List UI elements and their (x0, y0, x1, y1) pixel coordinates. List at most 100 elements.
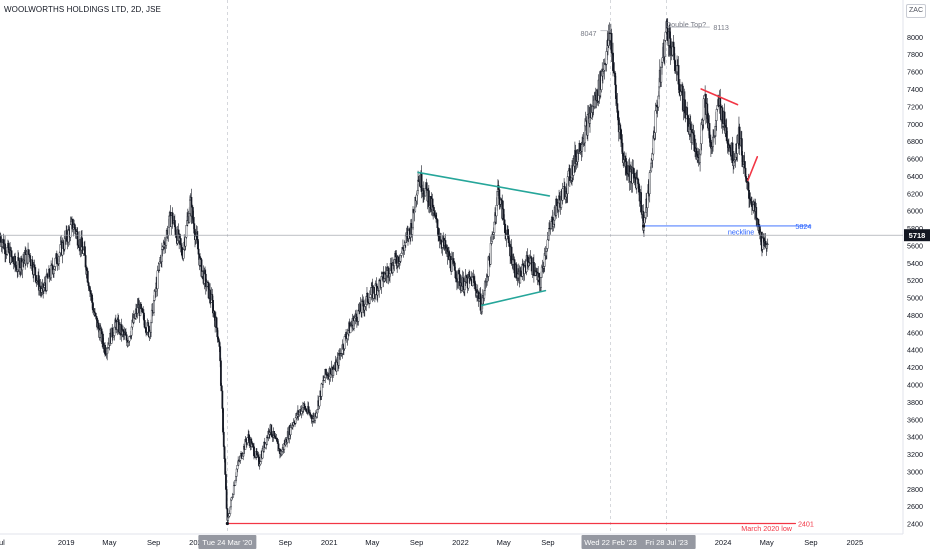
candle-body (34, 267, 37, 276)
date-marker-badge (198, 535, 257, 549)
annotation-label: Double Top? (666, 20, 706, 29)
date-marker-label: Tue 24 Mar '20 (202, 538, 252, 547)
candle-body (156, 270, 159, 289)
y-tick-label: 8000 (907, 33, 923, 42)
y-tick-label: 7600 (907, 68, 923, 77)
candle-body (270, 424, 273, 435)
y-tick-label: 3600 (907, 415, 923, 424)
currency-badge[interactable]: ZAC (906, 4, 926, 18)
candle-body (25, 254, 27, 265)
date-marker-label: Wed 22 Feb '23 (584, 538, 637, 547)
candle-body (215, 317, 218, 329)
y-tick-label: 7200 (907, 102, 923, 111)
candle-body (738, 126, 741, 145)
trendline-red-top (700, 88, 739, 106)
candle-body (530, 257, 533, 272)
y-tick-label: 5800 (907, 224, 923, 233)
candle-body (540, 277, 542, 288)
candle-body (95, 316, 98, 319)
y-tick-label: 7000 (907, 120, 923, 129)
candle-body (648, 172, 651, 194)
candle-body (755, 207, 758, 219)
candle-body (663, 40, 666, 58)
annotation-label: neckline (728, 228, 754, 237)
chart-grid (0, 0, 904, 535)
candle-body (413, 210, 416, 213)
x-tick-label: 2020 (189, 538, 206, 547)
annotation-label: March 2020 low (741, 524, 793, 533)
candle-body (53, 269, 55, 274)
y-tick-label: 4600 (907, 328, 923, 337)
candle-body (489, 243, 492, 265)
candle-body (766, 243, 769, 245)
trendline-red-bottom (747, 155, 759, 182)
candle-body (221, 390, 224, 409)
low-anchor-dot (225, 521, 229, 526)
current-price-label: 5718 (909, 231, 926, 240)
candle-body (751, 201, 753, 207)
trendline-lower-triangle (480, 289, 547, 307)
chart-title: WOOLWORTHS HOLDINGS LTD, 2D, JSE (4, 5, 161, 14)
price-axis[interactable]: 2400 2600 2800 3000 3200 3400 3600 3800 4000 4200… (904, 33, 930, 529)
x-tick-label: Sep (410, 538, 423, 547)
candle-body (745, 176, 748, 179)
trendline-upper-triangle (417, 171, 551, 197)
annotation-label: 8113 (713, 23, 728, 32)
candle-body (666, 27, 669, 42)
candle-body (83, 246, 86, 256)
candle-body (635, 177, 638, 189)
date-marker-badge (637, 535, 696, 549)
candle-body (222, 431, 225, 447)
x-tick-label: 2022 (452, 538, 469, 547)
candle-body (425, 182, 428, 190)
x-tick-label: 2019 (58, 538, 75, 547)
x-tick-label: Sep (541, 538, 554, 547)
date-marker-badge (581, 535, 640, 549)
candle-body (654, 110, 657, 133)
x-tick-label: 2021 (321, 538, 338, 547)
y-tick-label: 3800 (907, 398, 923, 407)
x-tick-label: Sep (147, 538, 160, 547)
x-tick-label: May (102, 538, 116, 547)
candle-body (219, 360, 222, 386)
candle-body (67, 229, 70, 243)
candle-body (86, 270, 89, 283)
time-axis[interactable]: Jul 2019 May Sep 2020 Sep 2021 May Sep 2022 May Sep… (0, 535, 863, 549)
y-tick-label: 4800 (907, 311, 923, 320)
y-tick-label: 5000 (907, 294, 923, 303)
y-tick-label: 3400 (907, 433, 923, 442)
candle-body (561, 188, 564, 201)
x-tick-label: May (760, 538, 774, 547)
y-tick-label: 2600 (907, 502, 923, 511)
candle-body (546, 239, 549, 249)
candle-body (189, 199, 191, 214)
y-tick-label: 5400 (907, 259, 923, 268)
y-tick-label: 2800 (907, 485, 923, 494)
candle-body (153, 300, 155, 313)
y-tick-label: 5600 (907, 241, 923, 250)
y-tick-label: 6000 (907, 207, 923, 216)
y-tick-label: 3000 (907, 467, 923, 476)
x-tick-label: May (497, 538, 511, 547)
low-price-label: 2401 (798, 519, 814, 528)
y-tick-label: 6600 (907, 155, 923, 164)
candlestick-series (0, 18, 769, 524)
y-tick-label: 7400 (907, 85, 923, 94)
chart-annotations: 5824 2401 8047 Double Top? 8113 neckline March… (581, 20, 814, 533)
x-tick-label: 2025 (846, 538, 863, 547)
x-tick-label: Sep (279, 538, 292, 547)
candle-body (197, 248, 200, 255)
candle-body (320, 383, 323, 397)
x-tick-label: 2024 (715, 538, 732, 547)
chart-drawings[interactable] (0, 26, 903, 526)
x-tick-label: Jul (0, 538, 5, 547)
x-tick-label: May (365, 538, 379, 547)
y-tick-label: 4000 (907, 381, 923, 390)
candle-body (368, 297, 371, 304)
neckline-anchor-dot (642, 224, 646, 228)
candle-body (629, 171, 632, 182)
y-tick-label: 4400 (907, 346, 923, 355)
candle-body (276, 438, 278, 442)
x-tick-label: Sep (804, 538, 817, 547)
